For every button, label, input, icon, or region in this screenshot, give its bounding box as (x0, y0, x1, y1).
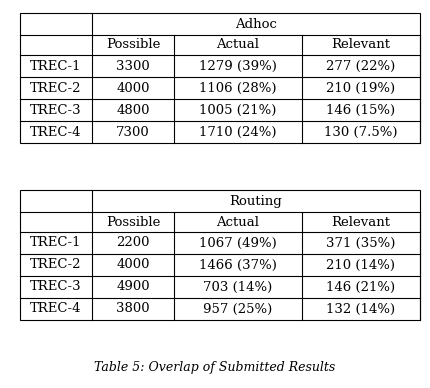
Text: 210 (14%): 210 (14%) (326, 258, 396, 272)
Text: Relevant: Relevant (332, 215, 390, 229)
Text: TREC-4: TREC-4 (30, 125, 82, 139)
Text: 1005 (21%): 1005 (21%) (200, 104, 276, 116)
Text: 4800: 4800 (116, 104, 150, 116)
Text: 3800: 3800 (116, 303, 150, 315)
Text: 1279 (39%): 1279 (39%) (199, 59, 277, 73)
Text: Adhoc: Adhoc (235, 17, 277, 31)
Text: 130 (7.5%): 130 (7.5%) (324, 125, 398, 139)
Text: 132 (14%): 132 (14%) (326, 303, 396, 315)
Text: Table 5: Overlap of Submitted Results: Table 5: Overlap of Submitted Results (94, 361, 336, 374)
Text: 4000: 4000 (116, 81, 150, 95)
Text: TREC-1: TREC-1 (30, 59, 82, 73)
Text: 1710 (24%): 1710 (24%) (199, 125, 277, 139)
Text: 3300: 3300 (116, 59, 150, 73)
Text: Actual: Actual (216, 38, 259, 52)
Text: 957 (25%): 957 (25%) (203, 303, 273, 315)
Text: 7300: 7300 (116, 125, 150, 139)
Text: TREC-3: TREC-3 (30, 104, 82, 116)
Text: 210 (19%): 210 (19%) (326, 81, 396, 95)
Text: 146 (15%): 146 (15%) (326, 104, 396, 116)
Text: 2200: 2200 (116, 237, 150, 249)
Text: Possible: Possible (106, 38, 160, 52)
Text: TREC-2: TREC-2 (30, 258, 82, 272)
Text: TREC-3: TREC-3 (30, 281, 82, 293)
Text: 146 (21%): 146 (21%) (326, 281, 396, 293)
Bar (20, 13, 420, 143)
Text: Routing: Routing (230, 194, 283, 208)
Text: Actual: Actual (216, 215, 259, 229)
Text: 4900: 4900 (116, 281, 150, 293)
Text: TREC-1: TREC-1 (30, 237, 82, 249)
Text: 1106 (28%): 1106 (28%) (199, 81, 277, 95)
Text: 1466 (37%): 1466 (37%) (199, 258, 277, 272)
Text: TREC-4: TREC-4 (30, 303, 82, 315)
Text: Relevant: Relevant (332, 38, 390, 52)
Text: 4000: 4000 (116, 258, 150, 272)
Text: TREC-2: TREC-2 (30, 81, 82, 95)
Bar (20, 190, 420, 320)
Text: 703 (14%): 703 (14%) (203, 281, 273, 293)
Text: Possible: Possible (106, 215, 160, 229)
Text: 1067 (49%): 1067 (49%) (199, 237, 277, 249)
Text: 277 (22%): 277 (22%) (326, 59, 396, 73)
Text: 371 (35%): 371 (35%) (326, 237, 396, 249)
